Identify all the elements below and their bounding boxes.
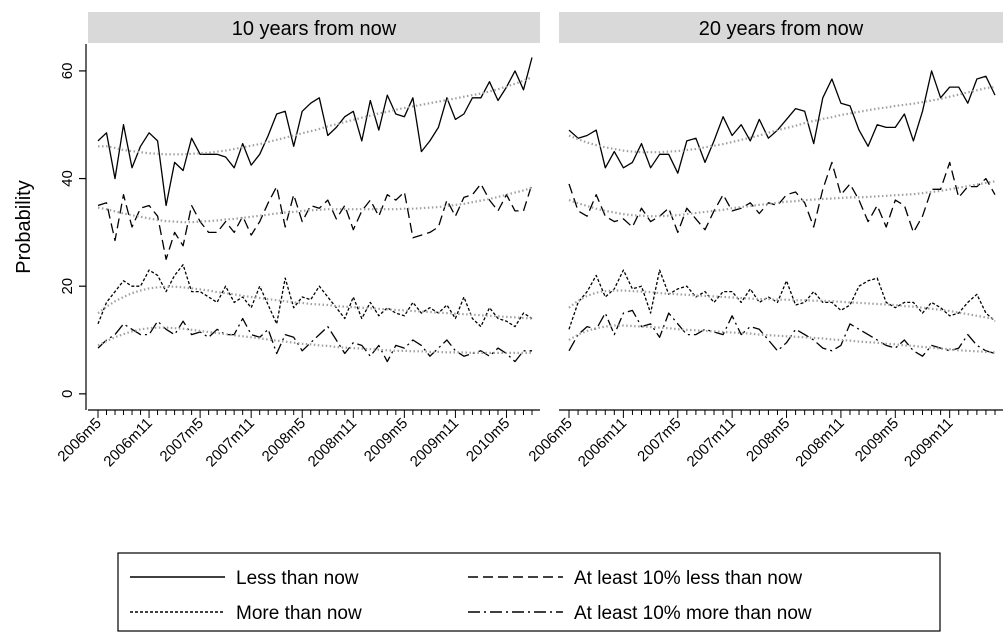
- trend-line: [97, 186, 533, 224]
- trend-line: [98, 76, 533, 156]
- series-line-dotted: [568, 269, 996, 330]
- series-line-dotted: [97, 264, 533, 328]
- x-tick-label: 2007m11: [684, 415, 739, 470]
- legend-label: Less than now: [236, 568, 359, 589]
- x-tick-label: 2008m5: [259, 415, 309, 465]
- x-tick-label: 2008m11: [792, 415, 847, 470]
- x-tick-label: 2009m5: [852, 415, 902, 465]
- legend-label: At least 10% less than now: [574, 568, 802, 589]
- trend-line: [568, 180, 996, 218]
- legend: Less than now At least 10% less than now M…: [117, 552, 941, 632]
- x-tick-label: 2007m11: [203, 415, 258, 470]
- y-tick-label: 60: [59, 63, 76, 80]
- x-tick-label: 2006m5: [525, 415, 575, 465]
- x-tick-label: 2008m5: [743, 415, 793, 465]
- series-line-dashed: [568, 161, 996, 234]
- x-tick-label: 2009m11: [407, 415, 462, 470]
- x-tick-label: 2007m5: [157, 415, 207, 465]
- series-line-dashed: [97, 183, 533, 260]
- legend-box: [117, 552, 941, 632]
- x-tick-label: 2009m11: [901, 415, 956, 470]
- x-tick-label: 2010m5: [463, 415, 513, 465]
- y-tick-label: 20: [59, 278, 76, 295]
- x-tick-label: 2006m11: [100, 415, 155, 470]
- trend-line: [97, 326, 532, 354]
- x-tick-label: 2008m11: [305, 415, 360, 470]
- y-tick-label: 40: [59, 170, 76, 187]
- legend-label: At least 10% more than now: [574, 603, 812, 624]
- series-line-dashdot: [97, 317, 532, 363]
- x-tick-label: 2007m5: [634, 415, 684, 465]
- trend-line: [97, 285, 533, 320]
- x-tick-label: 2006m5: [54, 415, 104, 465]
- series-line-dashdot: [568, 309, 996, 357]
- trend-line: [568, 86, 996, 154]
- trend-line: [568, 289, 996, 321]
- panel-title: 20 years from now: [699, 18, 864, 40]
- plot-area: Probability 10 years from now 0 20 40 60 2006m…: [13, 12, 1003, 470]
- x-tick-label: 2006m11: [575, 415, 630, 470]
- y-axis-title: Probability: [13, 180, 35, 273]
- panel-strip: [559, 12, 1003, 43]
- x-tick-label: 2009m5: [361, 415, 411, 465]
- y-tick-label: 0: [59, 390, 76, 398]
- trend-line: [568, 324, 996, 354]
- series-line-solid: [568, 70, 996, 174]
- panel-title: 10 years from now: [232, 18, 397, 40]
- series-line-solid: [97, 57, 533, 207]
- legend-label: More than now: [236, 603, 362, 624]
- panel-strip: [88, 12, 540, 43]
